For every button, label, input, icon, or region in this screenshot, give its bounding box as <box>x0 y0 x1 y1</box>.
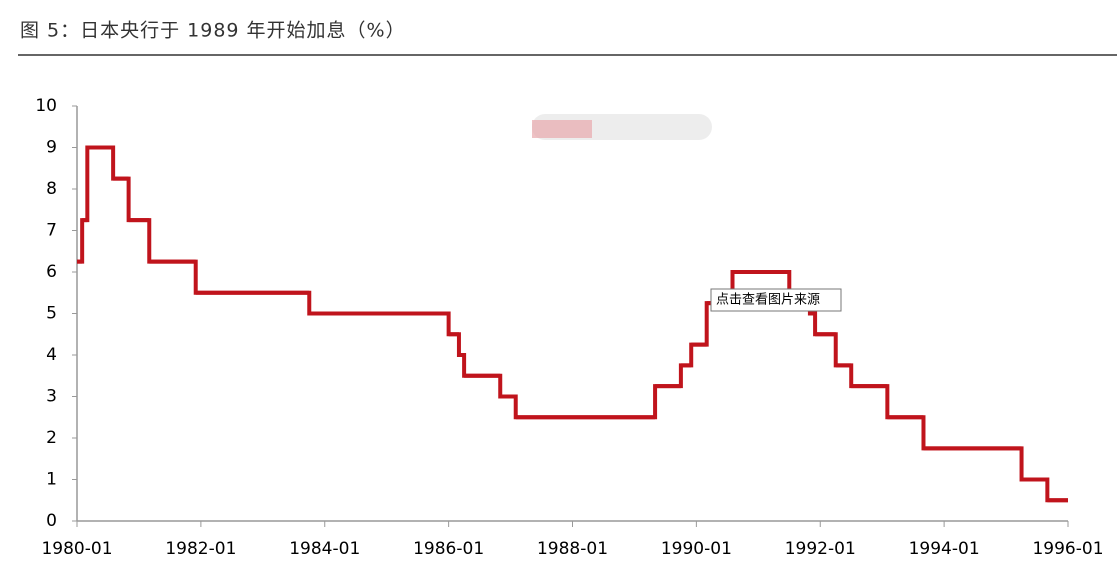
y-tick-label: 5 <box>46 304 57 324</box>
y-tick-label: 1 <box>46 470 57 490</box>
tooltip-box <box>710 288 842 312</box>
x-tick-label: 1988-01 <box>537 539 608 559</box>
x-tick-label: 1994-01 <box>909 539 980 559</box>
step-outline <box>77 145 1068 503</box>
y-tick-label: 7 <box>46 221 57 241</box>
tooltip: 点击查看图片来源 <box>710 288 842 312</box>
y-tick-label: 8 <box>46 179 57 199</box>
y-tick-label: 4 <box>46 345 57 365</box>
x-tick-label: 1986-01 <box>413 539 484 559</box>
y-tick-label: 3 <box>46 387 57 407</box>
x-tick-label: 1980-01 <box>41 539 112 559</box>
watermark <box>532 120 592 138</box>
x-tick-label: 1990-01 <box>661 539 732 559</box>
x-tick-label: 1982-01 <box>165 539 236 559</box>
x-tick-label: 1992-01 <box>785 539 856 559</box>
y-tick-label: 6 <box>46 262 57 282</box>
chart-title: 图 5：日本央行于 1989 年开始加息（%） <box>20 20 406 42</box>
y-tick-label: 9 <box>46 138 57 158</box>
y-tick-label: 2 <box>46 428 57 448</box>
y-tick-label: 0 <box>46 511 57 531</box>
tooltip-text: 点击查看图片来源 <box>716 292 820 308</box>
y-tick-label: 10 <box>35 96 57 116</box>
x-tick-label: 1984-01 <box>289 539 360 559</box>
x-tick-label: 1996-01 <box>1032 539 1103 559</box>
